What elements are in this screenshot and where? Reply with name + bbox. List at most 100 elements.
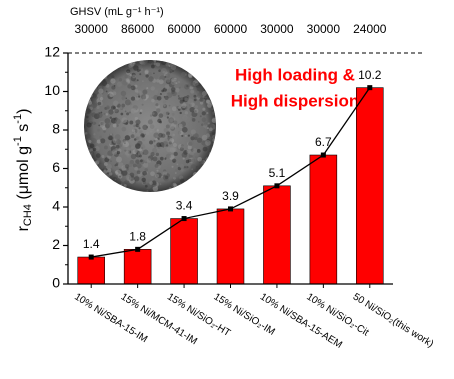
speckle (159, 113, 164, 118)
speckle (142, 125, 147, 130)
value-label: 5.1 (269, 166, 286, 180)
speckle (186, 160, 190, 164)
speckle (172, 113, 175, 116)
speckle (166, 144, 168, 146)
page: {"chart_data": {"type": "bar", "y_label"… (0, 0, 454, 379)
speckle (106, 113, 108, 115)
speckle (106, 91, 108, 93)
speckle (163, 71, 166, 74)
speckle (156, 108, 160, 112)
speckle (180, 147, 184, 151)
y-tick-label: 8 (52, 121, 60, 137)
speckle (154, 128, 157, 131)
speckle (100, 97, 103, 100)
bar (78, 257, 105, 284)
speckle (86, 109, 91, 114)
speckle (110, 133, 112, 135)
speckle (88, 140, 91, 143)
speckle (194, 79, 197, 82)
speckle (185, 111, 188, 114)
speckle (125, 164, 129, 168)
speckle (178, 131, 181, 134)
speckle (150, 130, 152, 132)
speckle (155, 103, 158, 106)
speckle (139, 65, 143, 69)
speckle (195, 156, 197, 158)
speckle (154, 145, 157, 148)
speckle (143, 149, 149, 155)
speckle (188, 142, 192, 146)
speckle (135, 119, 140, 124)
speckle (126, 78, 130, 82)
speckle (169, 105, 171, 107)
line-marker (228, 206, 233, 211)
speckle (164, 128, 168, 132)
speckle (129, 111, 131, 113)
speckle (202, 111, 206, 115)
speckle (173, 177, 176, 180)
speckle (142, 90, 147, 95)
y-tick-label: 2 (52, 236, 60, 252)
speckle (85, 133, 90, 138)
speckle (144, 168, 147, 171)
value-label: 10.2 (358, 68, 382, 82)
speckle (142, 178, 146, 182)
ghsv-value: 24000 (353, 22, 387, 36)
speckle (105, 169, 107, 171)
y-tick-label: 6 (52, 159, 60, 175)
speckle (140, 112, 142, 114)
speckle (173, 183, 177, 187)
speckle (149, 181, 153, 185)
speckle (175, 79, 177, 81)
line-marker (367, 85, 372, 90)
speckle (142, 104, 144, 106)
speckle (152, 178, 154, 180)
speckle (131, 96, 135, 100)
speckle (165, 138, 168, 141)
speckle (165, 93, 168, 96)
speckle (191, 164, 196, 169)
speckle (171, 87, 176, 92)
speckle (91, 112, 96, 117)
speckle (134, 167, 138, 171)
speckle (115, 148, 118, 151)
speckle (116, 124, 119, 127)
speckle (123, 99, 125, 101)
value-label: 3.4 (176, 199, 193, 213)
value-label: 1.4 (83, 237, 100, 251)
line-marker (135, 247, 140, 252)
y-label-part: (μmol g (15, 146, 32, 204)
speckle (151, 86, 155, 90)
speckle (185, 72, 187, 74)
speckle (190, 90, 194, 94)
speckle (150, 171, 155, 176)
speckle (202, 117, 207, 122)
speckle (160, 183, 162, 185)
speckle (139, 69, 141, 71)
speckle (97, 129, 100, 132)
speckle (91, 138, 96, 143)
speckle (131, 146, 134, 149)
speckle (212, 132, 215, 135)
speckle (171, 155, 173, 157)
speckle (113, 100, 119, 106)
speckle (163, 112, 168, 117)
speckle (166, 108, 171, 113)
speckle (106, 120, 111, 125)
speckle (133, 62, 135, 64)
speckle (197, 157, 202, 162)
speckle (179, 87, 181, 89)
speckle (191, 129, 196, 134)
speckle (106, 105, 110, 109)
speckle (154, 62, 157, 65)
speckle (110, 78, 115, 83)
speckle (174, 152, 178, 156)
speckle (145, 185, 148, 188)
speckle (160, 157, 164, 161)
speckle (92, 122, 95, 125)
speckle (146, 190, 148, 192)
speckle (96, 153, 101, 158)
speckle (179, 164, 184, 169)
speckle (93, 97, 95, 99)
line-marker (274, 183, 279, 188)
